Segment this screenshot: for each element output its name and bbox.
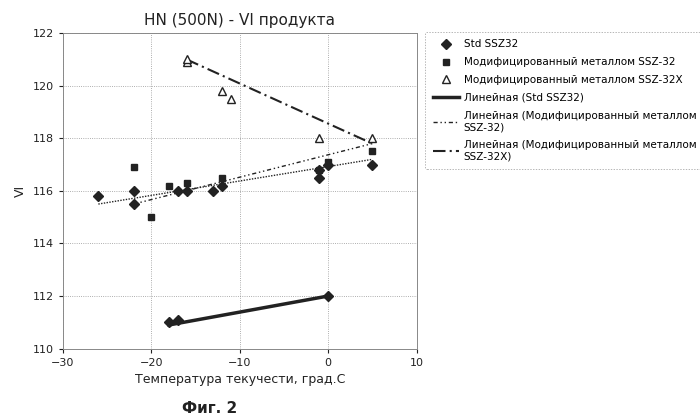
Title: HN (500N) - VI продукта: HN (500N) - VI продукта	[144, 13, 335, 28]
Legend: Std SSZ32, Модифицированный металлом SSZ-32, Модифицированный металлом SSZ-32X, : Std SSZ32, Модифицированный металлом SSZ…	[425, 32, 700, 169]
Y-axis label: VI: VI	[14, 185, 27, 197]
X-axis label: Температура текучести, град.С: Температура текучести, град.С	[134, 373, 345, 386]
Text: Фиг. 2: Фиг. 2	[183, 401, 237, 415]
